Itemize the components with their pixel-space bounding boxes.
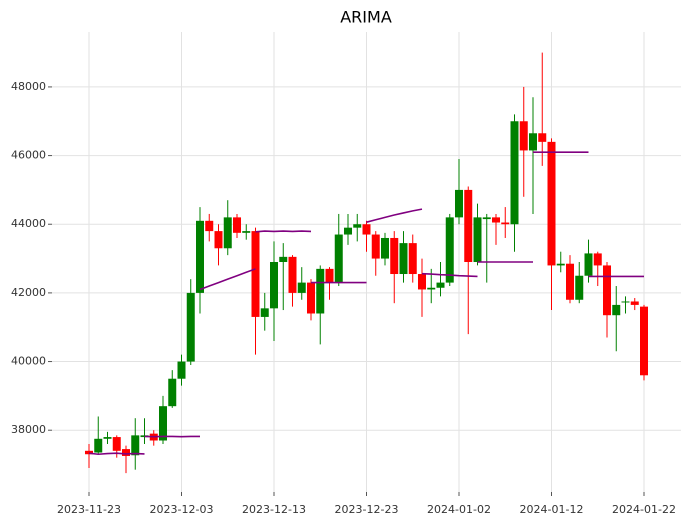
candle-body (408, 243, 417, 275)
candle-body (297, 282, 306, 293)
forecast-line (88, 452, 145, 456)
candle-body (630, 301, 639, 305)
candle-body (112, 437, 121, 451)
candle-body (325, 268, 334, 283)
candle-body (177, 361, 186, 379)
candle-body (94, 438, 103, 453)
candle-body (418, 274, 426, 290)
candle-body (556, 263, 565, 266)
x-tick-label: 2023-11-23 (57, 503, 121, 516)
candle-body (593, 253, 602, 266)
y-tick-label: 48000 (11, 80, 46, 93)
candle-body (464, 189, 473, 262)
candle-body (547, 141, 556, 266)
x-tick-label: 2024-01-02 (427, 503, 491, 516)
candle-body (381, 237, 389, 259)
candle-body (344, 227, 352, 235)
x-tick-label: 2023-12-03 (150, 503, 214, 516)
candle-body (621, 301, 630, 303)
candle-body (270, 262, 278, 309)
candle-body (399, 243, 408, 275)
candle-body (455, 189, 463, 218)
candle-body (529, 133, 537, 151)
candle-body (519, 121, 528, 151)
candle-body (214, 231, 223, 249)
candle-body (436, 282, 445, 288)
candle-body (288, 256, 297, 293)
candle-body (584, 253, 593, 276)
candle-body (159, 406, 167, 441)
candle-body (603, 265, 611, 316)
candle-body (492, 217, 500, 223)
candle-body (85, 450, 93, 455)
candle-body (260, 308, 269, 317)
candle-body (566, 263, 574, 300)
candle-body (427, 287, 436, 290)
candle-body (390, 237, 399, 275)
candle-body (445, 217, 454, 283)
candle-body (473, 217, 482, 262)
chart-title: ARIMA (340, 8, 392, 27)
candle-body (307, 282, 315, 314)
candle-body (242, 231, 251, 233)
candle-body (538, 133, 547, 142)
candle-body (196, 220, 204, 293)
candle-body (233, 217, 241, 233)
y-tick-label: 38000 (11, 423, 46, 436)
x-tick-label: 2024-01-12 (520, 503, 584, 516)
candle-body (316, 268, 325, 314)
candle-body (122, 449, 130, 456)
candle-body (103, 437, 112, 439)
candle-body (186, 292, 195, 362)
y-tick-label: 42000 (11, 286, 46, 299)
candle-body (362, 224, 371, 235)
grid (52, 32, 681, 492)
forecast-line (199, 268, 256, 291)
candle-body (510, 121, 519, 225)
candle-body (371, 234, 380, 259)
x-tick-label: 2023-12-13 (242, 503, 306, 516)
candle-body (334, 234, 343, 283)
candle-body (501, 222, 510, 225)
candle-body (353, 224, 362, 228)
candle-body (223, 217, 232, 249)
candle-body (575, 275, 584, 300)
x-tick-label: 2023-12-23 (335, 503, 399, 516)
candle-body (168, 378, 177, 407)
candle-body (612, 304, 621, 316)
candle-body (140, 435, 149, 438)
candle-body (279, 256, 288, 262)
candle-body (131, 435, 140, 456)
candle-body (251, 231, 260, 317)
candle-body (205, 220, 214, 232)
forecast-line (255, 230, 312, 233)
forecast-line (366, 208, 423, 223)
y-tick-label: 44000 (11, 217, 46, 230)
candle-body (640, 306, 648, 376)
candle-body (482, 217, 491, 220)
x-tick-label: 2024-01-22 (612, 503, 676, 516)
y-tick-label: 40000 (11, 355, 46, 368)
y-tick-label: 46000 (11, 149, 46, 162)
forecast-line (421, 272, 478, 278)
